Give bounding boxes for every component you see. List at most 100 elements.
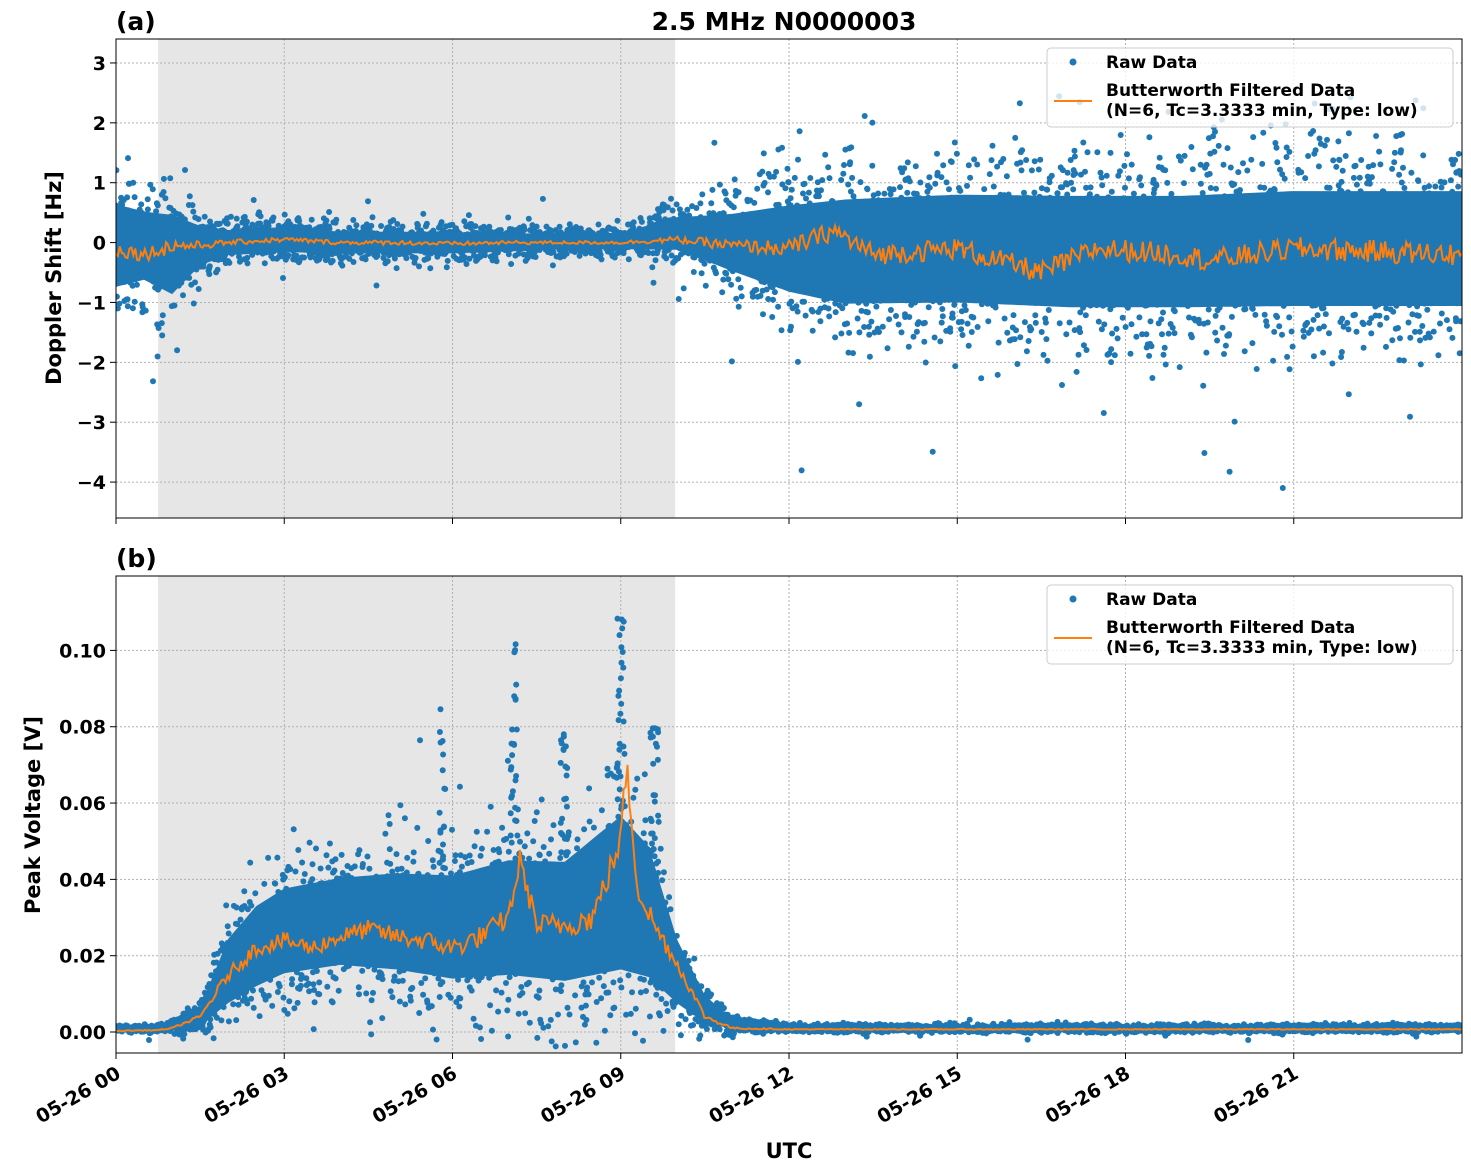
raw-data-point	[1119, 314, 1126, 321]
raw-data-point	[1021, 189, 1027, 196]
raw-data-point	[1335, 138, 1342, 145]
raw-data-point	[195, 286, 202, 292]
raw-data-point	[1021, 319, 1028, 326]
raw-data-point	[1168, 190, 1175, 197]
raw-data-point	[1072, 170, 1079, 177]
raw-data-point	[225, 930, 232, 937]
raw-data-point	[566, 226, 572, 233]
raw-data-point	[723, 270, 730, 277]
raw-data-point	[819, 177, 826, 184]
raw-data-point	[391, 255, 398, 262]
raw-data-point	[420, 210, 427, 217]
raw-data-point	[1124, 151, 1130, 158]
raw-data-point	[303, 975, 310, 982]
raw-data-point	[964, 182, 970, 189]
raw-data-point	[1353, 328, 1360, 335]
raw-data-point	[311, 999, 318, 1006]
raw-data-point	[403, 255, 410, 262]
raw-data-point	[1339, 315, 1346, 322]
raw-data-point	[1138, 182, 1145, 189]
raw-data-point	[728, 358, 735, 365]
raw-data-point	[325, 864, 332, 871]
raw-data-point	[130, 179, 137, 186]
raw-data-point	[1326, 330, 1332, 337]
raw-data-point	[1114, 335, 1121, 342]
raw-data-point	[291, 1005, 298, 1012]
raw-data-point	[1366, 180, 1373, 187]
raw-data-point	[1270, 357, 1277, 364]
raw-data-point	[925, 304, 932, 311]
raw-data-point	[800, 190, 806, 197]
raw-data-point	[223, 902, 230, 909]
raw-data-point	[316, 979, 323, 986]
raw-data-point	[310, 981, 317, 988]
raw-data-point	[256, 1013, 263, 1020]
raw-data-point	[1207, 185, 1214, 191]
raw-data-point	[299, 859, 306, 866]
raw-data-point	[274, 854, 281, 861]
raw-data-point	[1127, 350, 1134, 357]
raw-data-point	[1253, 366, 1260, 372]
raw-data-point	[1188, 144, 1195, 150]
raw-data-point	[1286, 148, 1293, 155]
raw-data-point	[1263, 322, 1270, 329]
raw-data-point	[1400, 357, 1407, 364]
raw-data-point	[1446, 326, 1453, 333]
raw-data-point	[1390, 308, 1397, 315]
raw-data-point	[274, 989, 281, 995]
raw-data-point	[1456, 350, 1462, 357]
raw-data-point	[897, 184, 903, 191]
raw-data-point	[838, 330, 845, 337]
raw-data-point	[876, 329, 882, 335]
raw-data-point	[1289, 343, 1296, 350]
raw-data-point	[1165, 330, 1172, 337]
raw-data-point	[698, 270, 705, 277]
raw-data-point	[763, 286, 770, 293]
raw-data-point	[323, 852, 330, 859]
raw-data-point	[293, 252, 300, 259]
raw-data-point	[1320, 323, 1327, 330]
raw-data-point	[1426, 183, 1432, 190]
raw-data-point	[1345, 130, 1352, 137]
raw-data-point	[281, 211, 288, 218]
raw-data-point	[292, 868, 299, 875]
raw-data-point	[845, 181, 852, 188]
raw-data-point	[1424, 306, 1431, 313]
raw-data-point	[887, 191, 894, 198]
raw-data-point	[890, 186, 897, 193]
raw-data-point	[306, 988, 313, 995]
raw-data-point	[287, 866, 294, 873]
raw-data-point	[1261, 184, 1268, 191]
raw-data-point	[934, 169, 941, 176]
raw-data-point	[1035, 166, 1042, 173]
raw-data-point	[244, 260, 251, 267]
raw-data-point	[218, 1017, 225, 1024]
raw-data-point	[332, 856, 339, 863]
raw-data-point	[1044, 357, 1051, 364]
raw-data-point	[922, 359, 929, 366]
raw-data-point	[174, 347, 181, 354]
raw-data-point	[1377, 321, 1384, 328]
raw-data-point	[1038, 329, 1045, 335]
panel-a-legend-filtered-label: Butterworth Filtered Data (N=6, Tc=3.3333…	[1106, 81, 1418, 121]
raw-data-point	[461, 218, 468, 225]
raw-data-point	[1437, 320, 1443, 327]
raw-data-point	[1455, 150, 1462, 157]
raw-data-point	[869, 119, 876, 126]
raw-data-point	[978, 375, 985, 382]
raw-data-point	[1128, 161, 1135, 168]
raw-data-point	[1249, 305, 1256, 312]
raw-data-point	[505, 214, 512, 221]
raw-data-point	[311, 987, 317, 993]
raw-data-point	[1160, 351, 1167, 358]
raw-data-point	[373, 282, 380, 289]
raw-data-point	[339, 262, 346, 269]
raw-data-point	[1158, 316, 1165, 323]
raw-data-point	[326, 225, 333, 232]
raw-data-point	[190, 208, 197, 215]
raw-data-point	[1181, 152, 1188, 159]
raw-data-point	[1283, 144, 1290, 151]
raw-data-point	[393, 265, 400, 272]
raw-data-point	[1042, 319, 1049, 326]
raw-data-point	[1286, 366, 1293, 373]
